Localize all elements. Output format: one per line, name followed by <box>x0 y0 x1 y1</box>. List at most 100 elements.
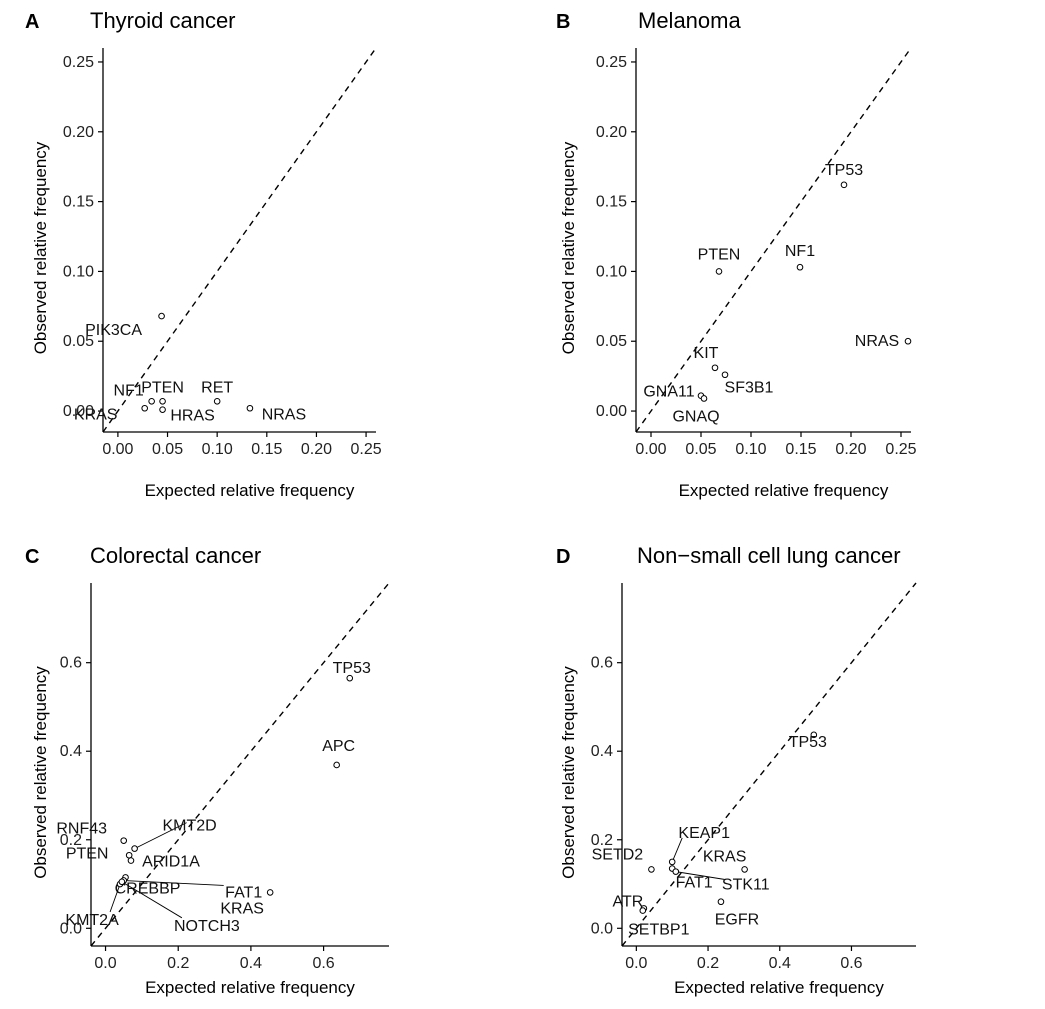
point-label-gna11: GNA11 <box>643 384 694 401</box>
point-label-egfr: EGFR <box>715 912 759 929</box>
point-label-arid1a: ARID1A <box>142 854 200 871</box>
point-label-atr: ATR <box>612 893 643 910</box>
point-pik3ca <box>158 312 165 320</box>
point-label-hras: HRAS <box>170 408 214 425</box>
point-label-kras: KRAS <box>703 848 747 865</box>
point-setd2 <box>648 866 655 873</box>
x-axis-title-C: Expected relative frequency <box>145 978 355 997</box>
point-notch3 <box>118 878 126 886</box>
leader-line-kmt2a <box>109 883 121 913</box>
x-tick-label-A: 0.15 <box>251 441 282 458</box>
leader-line-notch3 <box>121 881 183 919</box>
point-nras <box>246 404 254 412</box>
point-pten <box>159 397 166 405</box>
y-axis-title-A: Observed relative frequency <box>31 141 50 354</box>
point-hras <box>159 406 166 413</box>
y-tick-label-C: 0.0 <box>60 920 82 937</box>
point-label-setbp1: SETBP1 <box>628 922 689 939</box>
point-label-nf1: NF1 <box>785 243 815 260</box>
y-tick-label-B: 0.10 <box>596 263 627 280</box>
y-tick-label-A: 0.00 <box>63 403 94 420</box>
leader-line-fat1 <box>123 880 224 886</box>
point-sf3b1 <box>721 371 729 379</box>
x-tick-label-B: 0.10 <box>735 441 766 458</box>
point-nf1 <box>796 263 804 271</box>
point-label-keap1: KEAP1 <box>678 825 730 842</box>
x-axis-title-B: Expected relative frequency <box>679 481 889 500</box>
x-tick-label-A: 0.10 <box>202 441 233 458</box>
x-tick-label-A: 0.05 <box>152 441 183 458</box>
panel-title-A: Thyroid cancer <box>90 8 236 33</box>
x-tick-label-D: 0.0 <box>625 955 647 972</box>
x-tick-label-C: 0.6 <box>312 955 334 972</box>
x-tick-label-D: 0.4 <box>769 955 791 972</box>
point-label-sf3b1: SF3B1 <box>725 380 774 397</box>
y-tick-label-B: 0.05 <box>596 333 627 350</box>
point-label-pik3ca: PIK3CA <box>85 322 142 339</box>
point-label-kras: KRAS <box>220 900 264 917</box>
point-label-notch3: NOTCH3 <box>174 918 240 935</box>
point-pten <box>125 851 133 859</box>
panel-letter-C: C <box>25 546 39 568</box>
y-tick-label-B: 0.25 <box>596 54 627 71</box>
x-tick-label-C: 0.0 <box>94 955 116 972</box>
panel-letter-B: B <box>556 11 570 33</box>
y-tick-label-A: 0.15 <box>63 194 94 211</box>
point-label-kmt2d: KMT2D <box>162 818 216 835</box>
reference-line-D <box>621 582 917 947</box>
point-nf1 <box>148 397 155 405</box>
x-tick-label-A: 0.00 <box>102 441 133 458</box>
y-tick-label-D: 0.2 <box>591 832 613 849</box>
point-label-rnf43: RNF43 <box>56 821 107 838</box>
point-kras <box>141 404 148 412</box>
point-label-tp53: TP53 <box>825 162 863 179</box>
y-tick-label-B: 0.00 <box>596 403 627 420</box>
point-nras <box>904 337 912 345</box>
leader-line-stk11 <box>675 871 726 881</box>
point-label-nras: NRAS <box>262 406 306 423</box>
panel-title-C: Colorectal cancer <box>90 543 261 568</box>
point-tp53 <box>346 674 354 682</box>
point-pten <box>715 268 723 275</box>
y-axis-title-C: Observed relative frequency <box>31 666 50 879</box>
y-tick-label-C: 0.4 <box>60 743 82 760</box>
point-label-nf1: NF1 <box>114 382 144 399</box>
x-tick-label-B: 0.05 <box>685 441 716 458</box>
y-tick-label-D: 0.0 <box>591 920 613 937</box>
reference-line-A <box>102 47 377 433</box>
point-label-setd2: SETD2 <box>592 846 644 863</box>
point-kit <box>711 364 719 372</box>
point-arid1a <box>127 857 135 864</box>
point-label-kit: KIT <box>694 345 719 362</box>
point-label-gnaq: GNAQ <box>672 408 719 425</box>
x-tick-label-D: 0.6 <box>840 955 862 972</box>
point-apc <box>333 761 340 769</box>
x-tick-label-A: 0.25 <box>351 441 382 458</box>
y-tick-label-A: 0.05 <box>63 333 94 350</box>
leader-line-keap1 <box>671 837 683 863</box>
point-keap1 <box>668 858 676 866</box>
point-label-pten: PTEN <box>698 246 741 263</box>
x-tick-label-B: 0.00 <box>635 441 666 458</box>
reference-line-C <box>90 582 390 947</box>
point-label-pten: PTEN <box>66 845 109 862</box>
x-tick-label-B: 0.25 <box>885 441 916 458</box>
x-tick-label-B: 0.15 <box>785 441 816 458</box>
point-label-tp53: TP53 <box>333 660 371 677</box>
point-kmt2d <box>131 845 138 852</box>
x-axis-title-D: Expected relative frequency <box>674 978 884 997</box>
point-label-crebbp: CREBBP <box>115 880 181 897</box>
x-tick-label-B: 0.20 <box>835 441 866 458</box>
y-axis-title-D: Observed relative frequency <box>559 666 578 879</box>
panel-letter-A: A <box>25 11 39 33</box>
point-ret <box>213 397 221 405</box>
y-tick-label-D: 0.4 <box>591 743 613 760</box>
y-tick-label-A: 0.20 <box>63 124 94 141</box>
point-label-pten: PTEN <box>141 379 184 396</box>
point-label-ret: RET <box>201 379 233 396</box>
point-label-apc: APC <box>322 738 355 755</box>
point-label-nras: NRAS <box>855 333 899 350</box>
point-label-fat1: FAT1 <box>225 884 262 901</box>
